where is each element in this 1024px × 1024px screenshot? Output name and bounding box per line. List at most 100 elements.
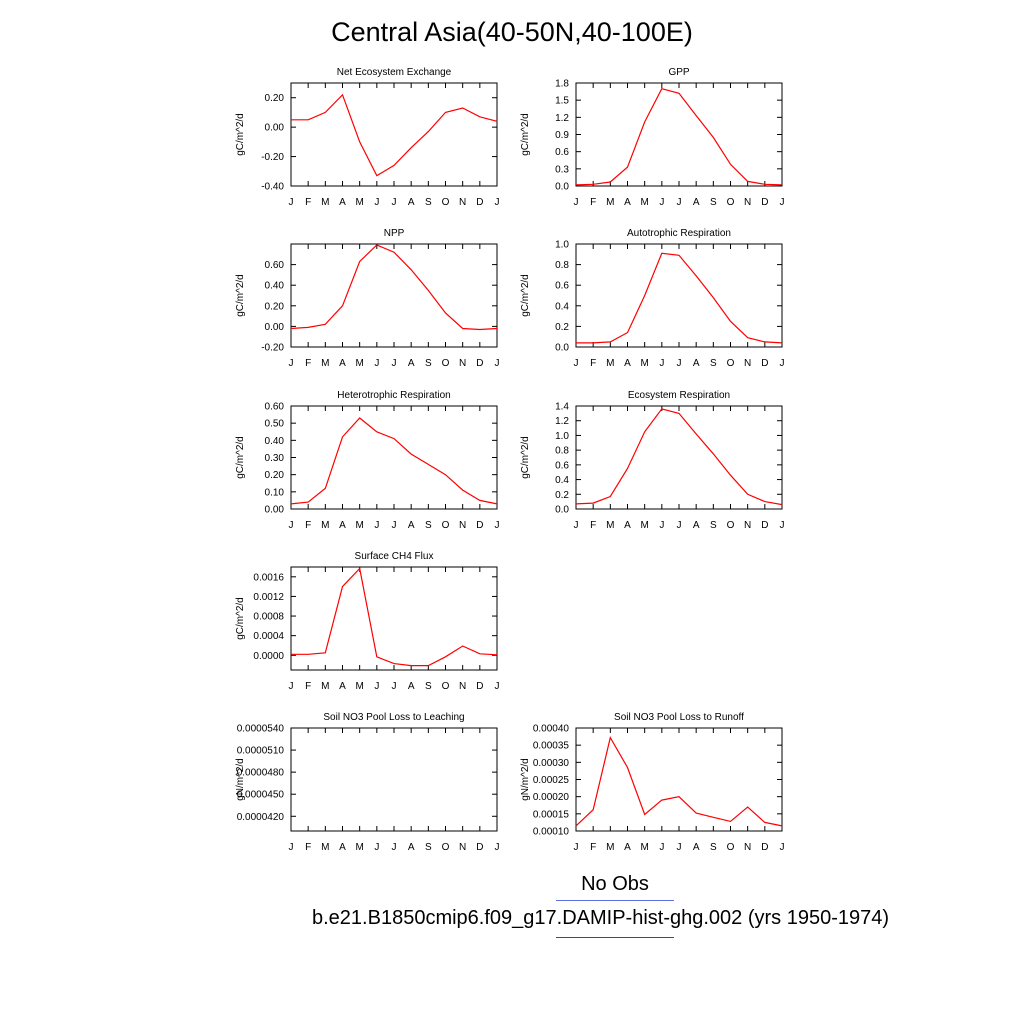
x-tick-label: J xyxy=(392,358,397,369)
legend-label-no-obs: No Obs xyxy=(581,873,649,895)
x-tick-label: M xyxy=(640,520,648,531)
x-tick-label: A xyxy=(693,197,700,208)
plot-frame xyxy=(575,243,783,348)
x-tick-label: J xyxy=(392,681,397,692)
x-tick-label: O xyxy=(727,842,735,853)
y-tick-label: 0.20 xyxy=(265,301,285,312)
x-tick-label: M xyxy=(355,681,363,692)
y-tick-label: 0.2 xyxy=(555,322,569,333)
y-tick-label: 0.00015 xyxy=(533,809,570,820)
series-line xyxy=(575,735,783,827)
x-tick-label: F xyxy=(590,358,596,369)
x-tick-label: M xyxy=(640,358,648,369)
x-tick-label: J xyxy=(659,358,664,369)
plot-frame xyxy=(290,82,498,187)
x-tick-label: A xyxy=(624,842,631,853)
x-tick-label: A xyxy=(408,358,415,369)
y-tick-label: 0.0 xyxy=(555,343,569,354)
y-tick-label: 0.60 xyxy=(265,260,285,271)
x-tick-label: O xyxy=(442,681,450,692)
y-tick-label: 0.10 xyxy=(265,487,285,498)
x-tick-label: J xyxy=(659,842,664,853)
x-tick-label: S xyxy=(425,197,432,208)
x-tick-label: O xyxy=(442,197,450,208)
x-tick-label: A xyxy=(339,197,346,208)
x-tick-label: F xyxy=(305,520,311,531)
y-tick-label: 0.00040 xyxy=(533,724,570,735)
legend-no-obs: No Obs xyxy=(556,872,674,901)
chart-title: Central Asia(40-50N,40-100E) xyxy=(331,17,693,47)
series-line xyxy=(576,252,783,344)
x-tick-label: J xyxy=(574,197,579,208)
x-tick-label: J xyxy=(495,197,500,208)
y-tick-label: 0.4 xyxy=(555,475,569,486)
x-tick-label: M xyxy=(606,520,614,531)
y-tick-label: 0.00030 xyxy=(533,758,570,769)
y-tick-label: 0.0000420 xyxy=(237,812,285,823)
plot-frame xyxy=(575,82,783,187)
x-tick-label: A xyxy=(693,358,700,369)
x-tick-label: N xyxy=(744,842,751,853)
x-tick-label: J xyxy=(289,520,294,531)
y-tick-label: 0.0 xyxy=(555,505,569,516)
series-line xyxy=(575,408,783,506)
x-tick-label: M xyxy=(321,197,329,208)
x-tick-label: F xyxy=(590,520,596,531)
y-tick-label: 0.0008 xyxy=(253,612,284,623)
y-tick-label: 0.00 xyxy=(265,123,285,134)
y-tick-label: 0.0000450 xyxy=(237,790,285,801)
x-tick-label: D xyxy=(476,197,483,208)
x-tick-label: J xyxy=(780,358,785,369)
x-tick-label: J xyxy=(574,842,579,853)
x-tick-label: M xyxy=(606,197,614,208)
y-tick-label: 0.6 xyxy=(555,281,569,292)
y-tick-label: 0.6 xyxy=(555,460,569,471)
x-tick-label: M xyxy=(640,842,648,853)
series-line xyxy=(291,93,498,177)
x-tick-label: D xyxy=(476,520,483,531)
x-tick-label: O xyxy=(442,520,450,531)
x-tick-label: F xyxy=(590,842,596,853)
y-tick-label: 0.30 xyxy=(265,453,285,464)
x-tick-label: J xyxy=(289,358,294,369)
x-tick-label: N xyxy=(459,197,466,208)
y-axis-label: gC/m^2/d xyxy=(235,113,246,156)
x-tick-label: J xyxy=(574,358,579,369)
x-tick-label: F xyxy=(305,681,311,692)
x-tick-label: N xyxy=(459,358,466,369)
y-axis-label: gC/m^2/d xyxy=(520,436,531,479)
y-tick-label: 0.0000510 xyxy=(237,746,285,757)
x-tick-label: J xyxy=(574,520,579,531)
plot-frame xyxy=(290,405,498,510)
x-tick-label: D xyxy=(476,358,483,369)
x-tick-label: J xyxy=(677,358,682,369)
x-tick-label: A xyxy=(339,842,346,853)
x-tick-label: N xyxy=(744,520,751,531)
y-tick-label: 0.0 xyxy=(555,182,569,193)
x-tick-label: A xyxy=(624,520,631,531)
y-tick-label: 0.6 xyxy=(555,147,569,158)
x-tick-label: J xyxy=(495,520,500,531)
x-tick-label: O xyxy=(727,520,735,531)
x-tick-label: D xyxy=(761,842,768,853)
panel-title: Soil NO3 Pool Loss to Runoff xyxy=(614,712,744,723)
x-tick-label: O xyxy=(442,842,450,853)
x-tick-label: J xyxy=(374,520,379,531)
x-tick-label: J xyxy=(677,520,682,531)
y-tick-label: 0.00020 xyxy=(533,792,570,803)
y-axis-label: gC/m^2/d xyxy=(235,597,246,640)
y-tick-label: -0.20 xyxy=(261,343,284,354)
series-line xyxy=(575,87,783,186)
plot-frame xyxy=(290,243,498,348)
x-tick-label: D xyxy=(761,358,768,369)
y-tick-label: 0.00 xyxy=(265,322,285,333)
legend-label-model-run: b.e21.B1850cmip6.f09_g17.DAMIP-hist-ghg.… xyxy=(312,907,890,929)
x-tick-label: J xyxy=(289,681,294,692)
y-tick-label: -0.40 xyxy=(261,182,284,193)
x-tick-label: A xyxy=(339,681,346,692)
